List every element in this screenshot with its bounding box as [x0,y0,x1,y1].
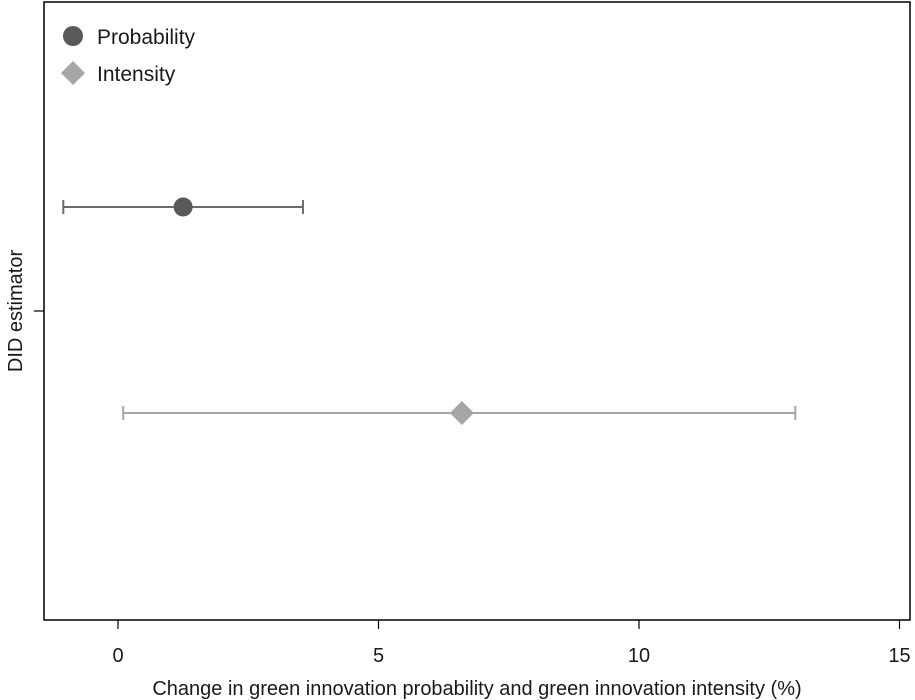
x-tick-label: 5 [373,645,384,667]
legend-label-probability: Probability [97,26,196,49]
legend-label-intensity: Intensity [97,63,176,86]
x-tick-label: 10 [628,645,650,667]
legend-circle-icon [63,26,83,46]
x-axis: 0 5 10 15 [112,620,911,667]
x-axis-label: Change in green innovation probability a… [152,678,801,700]
y-axis-label: DID estimator [5,250,27,373]
point-intensity [449,401,474,425]
plot-marks [62,197,797,425]
legend: Probability Intensity [61,26,196,86]
legend-diamond-icon [61,61,85,85]
point-probability [173,197,193,217]
plot-frame [43,1,911,621]
x-tick-label: 0 [112,645,123,667]
x-tick-label: 15 [888,645,910,667]
